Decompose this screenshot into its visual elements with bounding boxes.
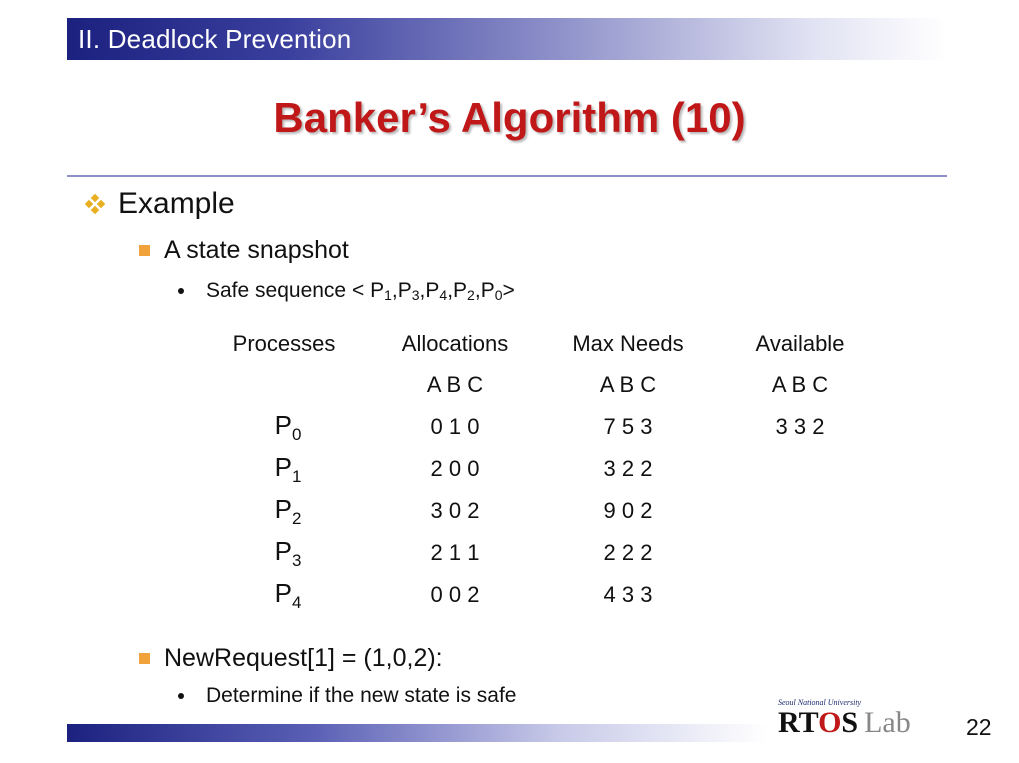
safe-sequence-suffix: > xyxy=(502,279,515,302)
alloc-cell: 0 0 2 xyxy=(430,582,480,607)
bullet-new-request-text: NewRequest[1] = (1,0,2): xyxy=(164,644,443,672)
max-resource-labels: A B C xyxy=(599,372,657,397)
bullet-example-text: Example xyxy=(118,187,235,220)
process-label: P0 xyxy=(274,410,302,444)
bullet-determine: Determine if the new state is safe xyxy=(178,684,516,708)
page-number: 22 xyxy=(966,714,992,740)
alloc-cell: 0 1 0 xyxy=(430,414,480,439)
safe-sequence-prefix: Safe sequence < xyxy=(206,279,365,302)
process-label: P3 xyxy=(274,536,302,570)
bullet-safe-sequence: Safe sequence < P1,P3,P4,P2,P0> xyxy=(178,279,515,303)
alloc-resource-labels: A B C xyxy=(426,372,484,397)
bullet-snapshot-text: A state snapshot xyxy=(164,236,349,264)
max-cell: 7 5 3 xyxy=(603,414,653,439)
square-bullet-icon xyxy=(139,245,150,256)
avail-resource-labels: A B C xyxy=(771,372,829,397)
safe-sequence-item: P1 xyxy=(370,279,392,303)
title-divider xyxy=(67,175,947,177)
safe-sequence-item: P2 xyxy=(453,279,475,303)
rtos-lab-logo: RTOS Lab xyxy=(778,706,911,739)
alloc-cell: 3 0 2 xyxy=(430,498,480,523)
avail-cell: 3 3 2 xyxy=(775,414,825,439)
safe-sequence-item: P0 xyxy=(480,279,503,303)
safe-sequence-item: P4 xyxy=(425,279,448,303)
header-processes: Processes xyxy=(232,331,336,356)
slide-title: Banker’s Algorithm (10) xyxy=(273,94,746,141)
process-label: P1 xyxy=(274,452,302,486)
max-cell: 2 2 2 xyxy=(603,540,653,565)
section-title: II. Deadlock Prevention xyxy=(78,24,352,54)
section-header-bar xyxy=(67,18,947,60)
max-cell: 9 0 2 xyxy=(603,498,653,523)
diamond-cluster-icon xyxy=(84,193,106,215)
max-cell: 4 3 3 xyxy=(603,582,653,607)
safe-sequence-item: P3 xyxy=(397,279,420,303)
max-cell: 3 2 2 xyxy=(603,456,653,481)
process-label: P4 xyxy=(274,578,302,612)
footer-bar xyxy=(67,724,767,742)
alloc-cell: 2 1 1 xyxy=(430,540,480,565)
bullet-snapshot: A state snapshot xyxy=(139,236,349,265)
dot-bullet-icon xyxy=(178,288,184,294)
safe-sequence-text: Safe sequence < P1,P3,P4,P2,P0> xyxy=(206,279,515,303)
alloc-cell: 2 0 0 xyxy=(430,456,480,481)
dot-bullet-icon xyxy=(178,693,184,699)
square-bullet-icon xyxy=(139,653,150,664)
bullet-new-request: NewRequest[1] = (1,0,2): xyxy=(139,644,443,673)
bullet-determine-text: Determine if the new state is safe xyxy=(206,684,517,707)
header-allocations: Allocations xyxy=(401,331,509,356)
bullet-example: Example xyxy=(84,187,235,221)
header-available: Available xyxy=(755,331,845,356)
logo-caption: Seoul National University xyxy=(778,698,862,707)
header-max-needs: Max Needs xyxy=(572,331,684,356)
process-label: P2 xyxy=(274,494,302,528)
